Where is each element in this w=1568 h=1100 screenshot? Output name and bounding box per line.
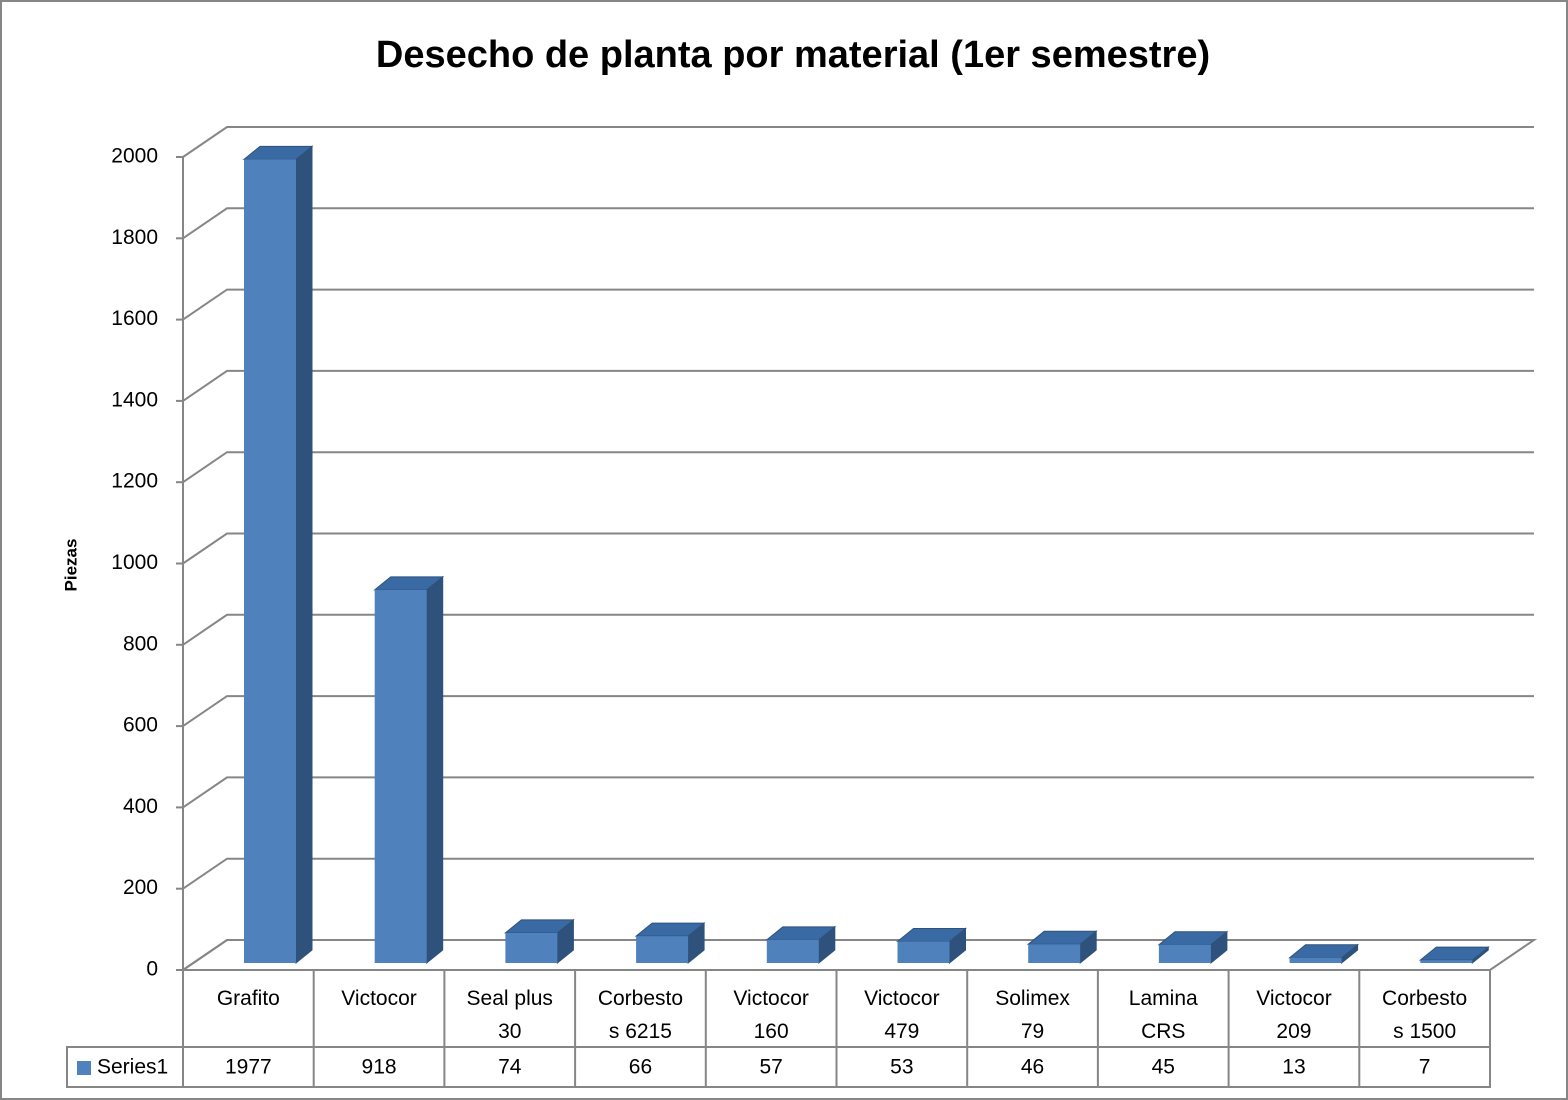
y-tick-label: 600	[123, 714, 158, 737]
grid-line	[182, 126, 1534, 158]
y-tick-label: 1000	[111, 551, 158, 574]
data-table-value: 45	[1152, 1056, 1175, 1079]
grid-line	[182, 288, 1534, 321]
grid-line	[182, 857, 1534, 890]
bar	[1158, 944, 1211, 963]
data-table-value: 53	[890, 1056, 913, 1079]
x-tick-label: Lamina CRS	[1129, 987, 1198, 1043]
y-tick-label: 2000	[111, 145, 158, 168]
bar	[766, 939, 819, 963]
x-tick-label: Seal plus 30	[467, 987, 553, 1043]
y-tick-label: 400	[123, 795, 158, 818]
data-table-value: 74	[498, 1056, 522, 1079]
bar	[244, 159, 296, 964]
x-tick-label: Victocor 209	[1256, 987, 1331, 1043]
x-tick-label: Corbesto s 6215	[598, 987, 683, 1043]
bar-side	[295, 145, 313, 965]
y-tick-label: 1600	[111, 307, 158, 330]
y-tick-label: 1800	[111, 226, 158, 249]
bar	[1420, 960, 1473, 963]
y-tick-label: 800	[123, 632, 158, 655]
x-tick-label: Victocor 160	[733, 987, 808, 1043]
y-tick-label: 0	[146, 958, 158, 981]
x-tick-label: Victocor	[341, 987, 416, 1010]
data-table-value: 66	[629, 1056, 652, 1079]
x-tick-label: Solimex 79	[995, 987, 1070, 1043]
grid-line	[182, 451, 1534, 484]
y-tick-label: 200	[123, 876, 158, 899]
table-border	[66, 1046, 183, 1088]
grid-line	[182, 613, 1534, 646]
y-axis-label: Piezas	[61, 539, 80, 592]
bar	[897, 941, 950, 963]
y-tick-label: 1400	[111, 388, 158, 411]
grid-line	[182, 369, 1534, 402]
grid-line	[182, 939, 1534, 971]
x-tick-label: Grafito	[217, 987, 280, 1010]
grid-line	[182, 695, 1534, 727]
grid-line	[182, 207, 1534, 240]
data-table-value: 7	[1419, 1056, 1431, 1079]
bar	[505, 932, 558, 963]
grid-line	[182, 776, 1534, 809]
x-tick-label: Victocor 479	[864, 987, 939, 1043]
data-table-value: 13	[1282, 1056, 1305, 1079]
data-table-value: 1977	[225, 1056, 272, 1079]
y-tick-label: 1200	[111, 470, 158, 493]
data-table-value: 46	[1021, 1056, 1044, 1079]
grid-line	[182, 532, 1534, 565]
data-table-value: 57	[759, 1056, 782, 1079]
x-tick-label: Corbesto s 1500	[1382, 987, 1467, 1043]
bar	[374, 589, 427, 963]
bar	[1028, 944, 1081, 963]
bar-side	[426, 575, 444, 965]
chart-title: Desecho de planta por material (1er seme…	[376, 34, 1210, 76]
data-table-value: 918	[362, 1056, 397, 1079]
bar	[636, 936, 689, 963]
bar	[1289, 957, 1342, 963]
legend-label: Series1	[97, 1056, 168, 1079]
legend-key	[77, 1061, 91, 1075]
